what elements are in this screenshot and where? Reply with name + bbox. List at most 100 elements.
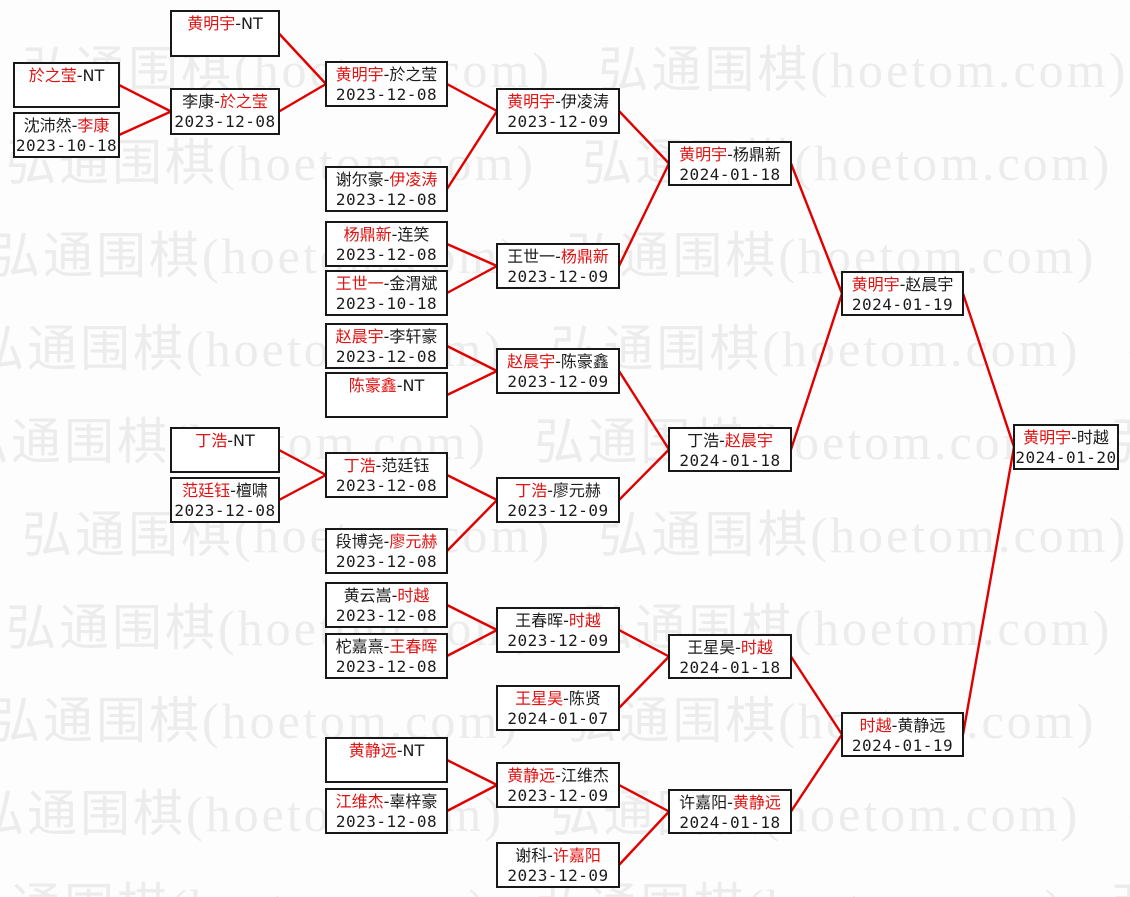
player2-name: 连笑 bbox=[397, 225, 430, 244]
match-date: 2023-10-18 bbox=[335, 294, 438, 313]
player2-name: 廖元赫 bbox=[552, 481, 601, 500]
player1-name: 黄明宇 bbox=[187, 14, 236, 33]
player2-name: 杨鼎新 bbox=[732, 145, 781, 164]
player2-name: 时越 bbox=[397, 586, 430, 605]
players-separator: - bbox=[227, 431, 234, 450]
player2-name: 於之莹 bbox=[389, 65, 438, 84]
bracket-connector bbox=[789, 162, 844, 295]
match-date: 2024-01-19 bbox=[851, 295, 954, 314]
match-box-m12: 陈豪鑫-NT bbox=[325, 372, 448, 418]
match-box-m15: 黄明宇-伊凌涛 2023-12-09 bbox=[496, 88, 620, 134]
player2-name: 江维杰 bbox=[560, 766, 609, 785]
match-date: 2024-01-18 bbox=[679, 813, 781, 832]
match-box-m9: 杨鼎新-连笑 2023-12-08 bbox=[325, 221, 448, 267]
match-players: 赵晨宇-陈豪鑫 bbox=[498, 352, 618, 372]
player2-name: 陈贤 bbox=[568, 689, 601, 708]
match-players: 黄明宇-於之莹 bbox=[327, 65, 446, 85]
match-box-m27: 黄明宇-杨鼎新 2024-01-18 bbox=[668, 141, 792, 186]
match-box-m30: 许嘉阳-黄静远 2024-01-18 bbox=[668, 789, 792, 834]
match-date: 2023-12-09 bbox=[507, 866, 609, 885]
bracket-connector bbox=[789, 292, 844, 451]
player2-name: 赵晨宇 bbox=[724, 431, 773, 450]
player2-name: 时越 bbox=[568, 611, 601, 630]
match-date: 2023-12-09 bbox=[507, 501, 609, 520]
match-players: 赵晨宇-李轩豪 bbox=[327, 327, 446, 347]
match-date: 2023-12-08 bbox=[335, 245, 438, 264]
player2-name: 伊凌涛 bbox=[560, 92, 609, 111]
bracket-connector bbox=[445, 498, 499, 553]
player2-name: 黄静远 bbox=[732, 793, 781, 812]
bracket-connector bbox=[961, 445, 1016, 736]
players-separator: - bbox=[235, 14, 242, 33]
player2-name: 伊凌涛 bbox=[389, 170, 438, 189]
match-box-m7: 黄明宇-於之莹 2023-12-08 bbox=[325, 61, 448, 107]
match-players: 黄明宇-NT bbox=[172, 14, 278, 34]
player1-name: 时越 bbox=[859, 716, 892, 735]
match-players: 王春晖-时越 bbox=[498, 611, 618, 631]
match-box-m26: 谢科-许嘉阳 2023-12-09 bbox=[496, 842, 620, 888]
match-box-m3: 黄明宇-NT bbox=[170, 10, 280, 57]
player2-name: 廖元赫 bbox=[389, 532, 438, 551]
player1-name: 王世一 bbox=[335, 274, 384, 293]
match-box-m28: 丁浩-赵晨宇 2024-01-18 bbox=[668, 427, 792, 472]
bracket-connector bbox=[617, 109, 671, 165]
player1-name: 於之莹 bbox=[28, 66, 77, 85]
match-box-m4: 李康-於之莹 2023-12-08 bbox=[170, 88, 280, 135]
match-players: 沈沛然-李康 bbox=[15, 116, 118, 136]
players-separator: - bbox=[214, 92, 220, 111]
bracket-connector bbox=[445, 82, 499, 113]
player2-name: NT bbox=[82, 66, 105, 85]
bracket-connector bbox=[117, 83, 173, 113]
player1-name: 赵晨宇 bbox=[335, 327, 384, 346]
match-date: 2023-12-08 bbox=[174, 112, 276, 131]
bracket-connector bbox=[445, 369, 499, 397]
match-players: 谢尔豪-伊凌涛 bbox=[327, 170, 446, 190]
match-date: 2023-12-08 bbox=[335, 347, 438, 366]
bracket-connector bbox=[617, 810, 671, 867]
match-box-m33: 黄明宇-时越 2024-01-20 bbox=[1013, 424, 1119, 470]
match-date: 2024-01-18 bbox=[679, 165, 781, 184]
match-date: 2024-01-19 bbox=[851, 736, 954, 755]
player1-name: 李康 bbox=[182, 92, 215, 111]
players-separator: - bbox=[391, 586, 398, 605]
bracket-connector bbox=[789, 733, 844, 813]
bracket-connector bbox=[617, 655, 671, 710]
bracket-connector bbox=[445, 242, 499, 268]
players-separator: - bbox=[76, 66, 83, 85]
player1-name: 柁嘉熹 bbox=[335, 637, 384, 656]
players-separator: - bbox=[383, 170, 390, 189]
match-players: 丁浩-范廷钰 bbox=[327, 456, 446, 476]
player1-name: 黄明宇 bbox=[1023, 428, 1072, 447]
players-separator: - bbox=[396, 376, 403, 395]
players-separator: - bbox=[727, 145, 733, 164]
player1-name: 陈豪鑫 bbox=[348, 376, 397, 395]
player2-name: NT bbox=[402, 741, 425, 760]
player2-name: 杨鼎新 bbox=[560, 247, 609, 266]
match-box-m16: 王世一-杨鼎新 2023-12-09 bbox=[496, 243, 620, 289]
player2-name: 於之莹 bbox=[219, 92, 268, 111]
bracket-connector bbox=[277, 448, 328, 477]
match-box-m13: 丁浩-范廷钰 2023-12-08 bbox=[325, 452, 448, 498]
match-box-m23: 黄静远-NT bbox=[325, 737, 448, 783]
match-box-m19: 黄云嵩-时越 2023-12-08 bbox=[325, 582, 448, 628]
match-box-m21: 王春晖-时越 2023-12-09 bbox=[496, 607, 620, 653]
player1-name: 江维杰 bbox=[335, 792, 384, 811]
match-box-m6: 范廷钰-檀啸 2023-12-08 bbox=[170, 477, 280, 523]
players-separator: - bbox=[396, 741, 403, 760]
players-separator: - bbox=[1071, 428, 1077, 447]
bracket-connector bbox=[445, 628, 499, 658]
players-separator: - bbox=[899, 275, 906, 294]
match-date: 2024-01-07 bbox=[507, 709, 609, 728]
match-date: 2023-12-08 bbox=[335, 552, 438, 571]
players-separator: - bbox=[719, 431, 725, 450]
match-date: 2023-12-09 bbox=[507, 631, 609, 650]
match-players: 段博尧-廖元赫 bbox=[327, 532, 446, 552]
match-players: 黄明宇-时越 bbox=[1015, 428, 1117, 448]
bracket-connector bbox=[445, 758, 499, 787]
match-box-m14: 段博尧-廖元赫 2023-12-08 bbox=[325, 528, 448, 574]
player2-name: 陈豪鑫 bbox=[560, 352, 609, 371]
match-box-m25: 黄静远-江维杰 2023-12-09 bbox=[496, 762, 620, 808]
player1-name: 黄明宇 bbox=[507, 92, 556, 111]
